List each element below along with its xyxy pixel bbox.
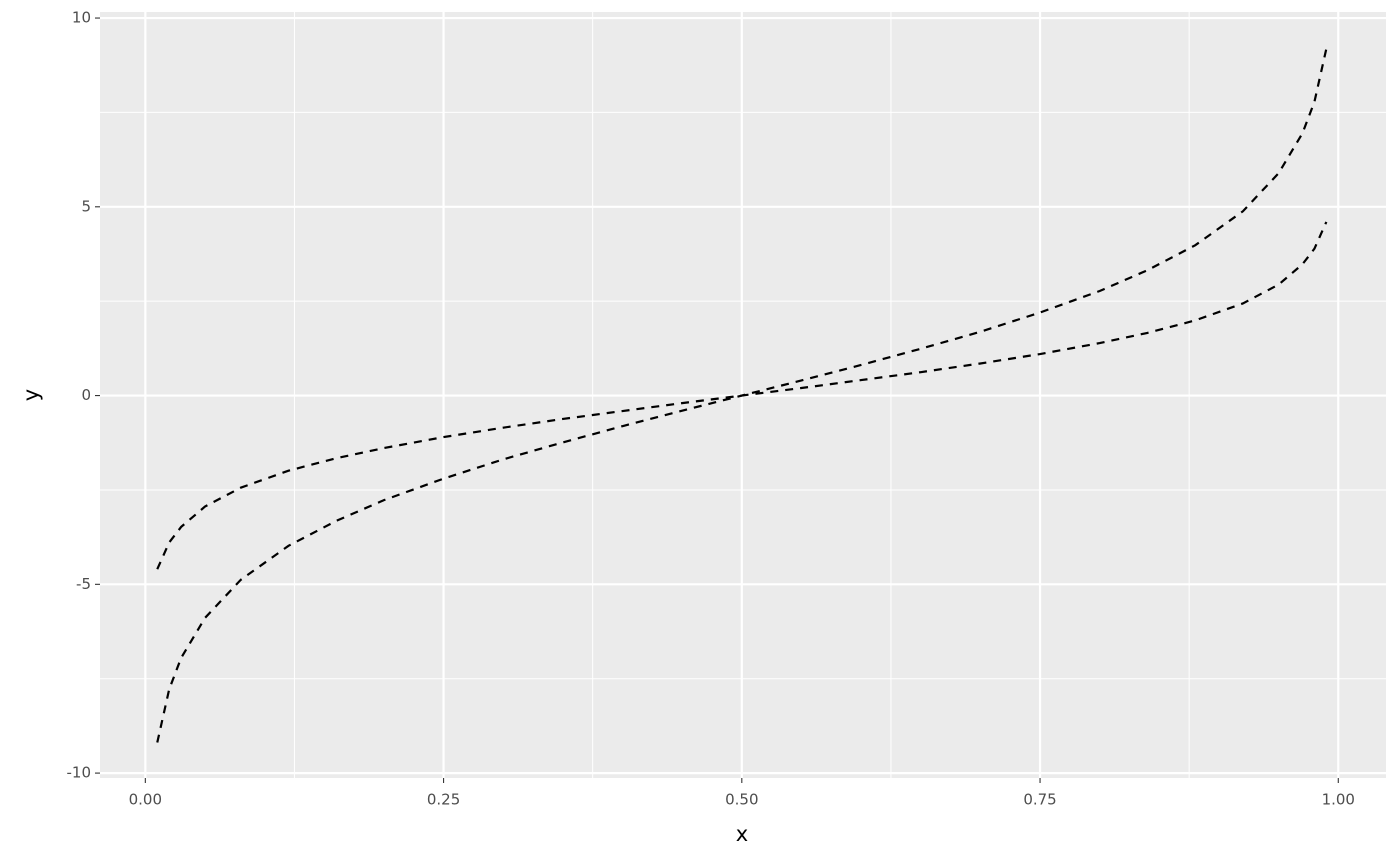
- x-tick-label: 0.00: [129, 791, 162, 809]
- data-line: [156, 48, 1328, 743]
- y-tick-label: -10: [67, 764, 92, 782]
- y-tick-label: 0: [81, 386, 91, 404]
- x-tick-label: 1.00: [1322, 791, 1355, 809]
- y-axis-title: y: [19, 389, 43, 401]
- x-tick-label: 0.75: [1023, 791, 1056, 809]
- y-tick-label: -5: [76, 575, 91, 593]
- x-tick-label: 0.25: [427, 791, 460, 809]
- x-tick-label: 0.50: [725, 791, 758, 809]
- x-axis-title: x: [736, 822, 748, 846]
- y-tick-label: 5: [81, 197, 91, 215]
- y-tick-label: 10: [72, 9, 91, 27]
